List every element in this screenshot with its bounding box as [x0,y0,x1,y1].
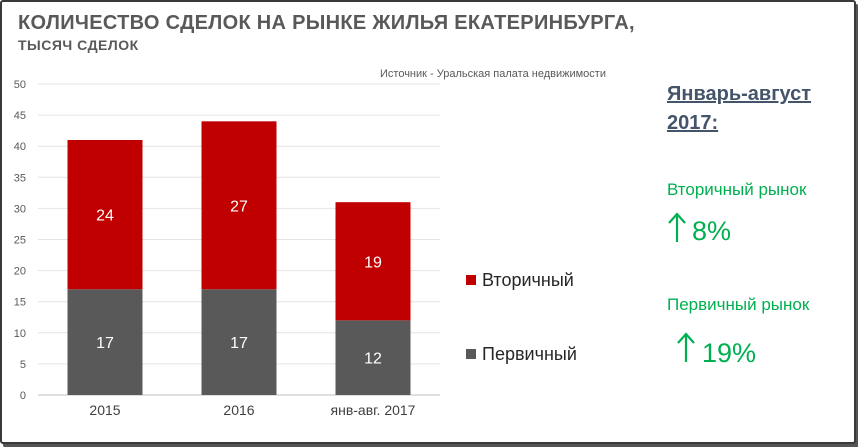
bar-segment [201,121,277,290]
legend-label: Первичный [482,344,577,364]
arrow-up-icon [668,212,686,242]
data-label: 17 [96,335,114,352]
y-tick-label: 45 [14,110,26,122]
y-tick-label: 35 [14,172,26,184]
x-tick-label: янв-авг. 2017 [331,402,416,418]
bar-segment [335,202,411,321]
chart-subtitle: ТЫСЯЧ СДЕЛОК [18,37,139,53]
x-tick-label: 2016 [223,402,254,418]
legend-swatch [466,349,476,359]
secondary-market-growth: 8% [692,216,732,246]
data-label: 19 [364,254,382,271]
secondary-market-label: Вторичный рынок [667,180,807,199]
data-label: 17 [230,335,248,352]
chart-title: КОЛИЧЕСТВО СДЕЛОК НА РЫНКЕ ЖИЛЬЯ ЕКАТЕРИ… [18,12,635,34]
bar-segment [201,289,277,395]
y-tick-label: 10 [14,328,26,340]
y-tick-label: 40 [14,141,26,153]
legend-label: Вторичный [482,270,574,290]
y-tick-label: 0 [20,390,26,402]
side-panel-heading: Январь-август 2017: [667,83,812,134]
bar-segment [67,139,143,290]
data-label: 12 [364,351,382,368]
y-tick-label: 15 [14,297,26,309]
primary-market-growth: 19% [702,338,757,368]
data-label: 27 [230,198,248,215]
y-tick-label: 30 [14,203,26,215]
bar-segment [67,289,143,395]
primary-market-label: Первичный рынок [667,295,810,314]
y-tick-label: 25 [14,235,26,247]
y-tick-label: 20 [14,266,26,278]
y-tick-label: 5 [20,359,26,371]
data-label: 24 [96,208,114,225]
bar-segment [335,320,411,395]
source-note: Источник - Уральская палата недвижимости [380,68,606,80]
y-tick-label: 50 [14,79,26,91]
arrow-up-icon [677,332,695,362]
legend-swatch [466,275,476,285]
stacked-bar-chart: 0 5 10 15 20 25 30 35 40 45 50 17 24 2015 17 27 2016 12 19… [14,79,577,418]
x-tick-label: 2015 [89,402,120,418]
